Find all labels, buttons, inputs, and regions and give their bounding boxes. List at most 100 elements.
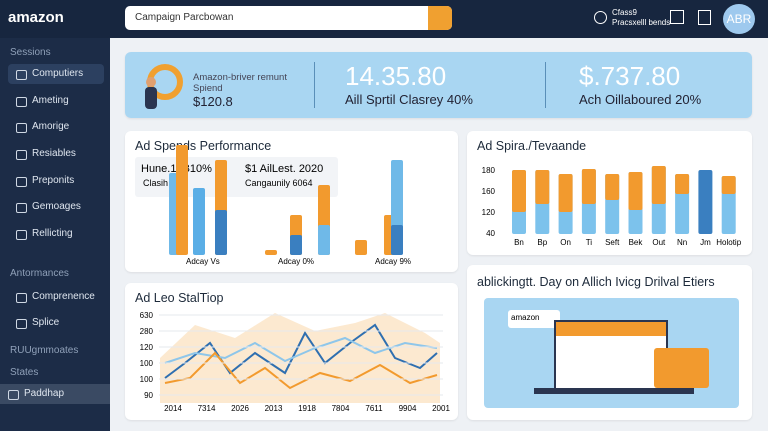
x-tick-label: Bn xyxy=(514,238,524,247)
nav-item[interactable]: Amorige xyxy=(8,117,104,137)
decor-bar xyxy=(265,250,277,255)
screen xyxy=(554,320,668,390)
nav-item[interactable]: Ameting xyxy=(8,91,104,111)
x-tick-label: Out xyxy=(652,238,666,247)
divider xyxy=(314,62,315,108)
desk xyxy=(534,388,694,394)
line-chart: 630 280 120 100 100 90 2014 7314 2026 2013 1918 780… xyxy=(140,311,451,413)
x-tick-label: 1918 xyxy=(298,404,316,413)
card: ablickingtt. Day on Allich Ivicg Drilval… xyxy=(467,265,752,420)
y-tick-label: 100 xyxy=(140,359,154,368)
card-title: Ad Spends Performance xyxy=(135,139,272,153)
nav-item[interactable]: Rellicting xyxy=(8,224,104,244)
card: Ad Spira./Tevaande 180 160 120 40 Bn Bp On Ti Se… xyxy=(467,131,752,255)
kpi: 14.35.80 xyxy=(345,61,447,91)
nav-item[interactable]: Paddhap xyxy=(0,384,110,404)
card-title: ablickingtt. Day on Allich Ivicg Drilval… xyxy=(477,275,715,289)
search-button[interactable] xyxy=(428,6,452,30)
banner-text: Amazon-briver remunt xyxy=(193,72,287,83)
y-tick-label: 40 xyxy=(486,229,495,238)
nav-item[interactable]: Gemoages xyxy=(8,197,104,217)
nav-item[interactable]: Preponits xyxy=(8,171,104,191)
y-tick-label: 100 xyxy=(140,375,154,384)
x-tick-label: Ti xyxy=(586,238,593,247)
doc-icon[interactable] xyxy=(698,10,711,25)
icon[interactable] xyxy=(594,11,607,24)
decor-bar xyxy=(698,170,713,234)
legend-text: Cangaunily 6064 xyxy=(245,178,313,188)
x-tick-label: Bp xyxy=(537,238,547,247)
badge: amazon xyxy=(508,310,560,328)
section-title: RUUgmmoates xyxy=(10,345,79,356)
decor-bar xyxy=(721,176,736,194)
legend: Hune.1./B10% Clasih Lire $1 AilLest. 202… xyxy=(135,157,338,197)
legend-text: Clasih Lire xyxy=(143,178,186,188)
decor-bar xyxy=(512,170,526,212)
search-text: Campaign Parcbowan xyxy=(135,12,234,23)
decor-bar xyxy=(318,225,330,255)
y-tick-label: 180 xyxy=(482,166,496,175)
x-tick-label: 9904 xyxy=(399,404,417,413)
logo[interactable]: amazon xyxy=(8,9,64,26)
avatar[interactable]: ABR xyxy=(723,4,755,34)
banner-amount: $120.8 xyxy=(193,94,233,109)
decor-bar xyxy=(628,172,643,210)
decor-bar xyxy=(215,210,227,255)
x-tick-label: 2014 xyxy=(164,404,182,413)
illustration xyxy=(145,64,183,109)
account-line: Cfass9 xyxy=(612,8,637,17)
bar-chart xyxy=(169,145,403,255)
card-title: Ad Leo StalTiop xyxy=(135,291,224,305)
card: Ad Spends Performance Hune.1./B10% Clasi… xyxy=(125,131,458,272)
account-line: Pracsxelll bends xyxy=(612,18,671,27)
x-tick-label: Nn xyxy=(677,238,687,247)
x-tick-label: 7804 xyxy=(332,404,350,413)
decor-bar xyxy=(290,235,302,255)
y-tick-label: 90 xyxy=(144,391,153,400)
x-tick-label: Jm xyxy=(700,238,711,247)
section-title: States xyxy=(10,367,39,378)
decor-bar xyxy=(355,240,367,255)
divider xyxy=(545,62,546,108)
decor-bar xyxy=(391,225,403,255)
illustration: amazon xyxy=(484,298,739,408)
shop xyxy=(654,348,709,388)
kpi-sub: Aill Sprtil Clasrey 40% xyxy=(345,92,473,107)
x-tick-label: 7314 xyxy=(198,404,216,413)
y-tick-label: 160 xyxy=(482,187,496,196)
x-tick-label: 2001 xyxy=(432,404,450,413)
x-tick-label: 2013 xyxy=(265,404,283,413)
decor-bar xyxy=(675,174,690,194)
decor-bar xyxy=(651,166,666,204)
decor-bar xyxy=(193,188,205,255)
banner-text: Spiend xyxy=(193,83,223,94)
legend-text: $1 AilLest. 2020 xyxy=(245,163,324,175)
section-title: Antormances xyxy=(10,268,69,279)
y-tick-label: 120 xyxy=(140,343,154,352)
kpi-sub: Ach Oillaboured 20% xyxy=(579,92,702,107)
x-tick-label: On xyxy=(560,238,571,247)
kpi: $.737.80 xyxy=(579,61,681,91)
label: Adcay Vs xyxy=(186,257,220,266)
x-tick-label: Holotip xyxy=(716,238,741,247)
nav-item[interactable]: Comprenence xyxy=(8,287,104,307)
search-box[interactable]: Campaign Parcbowan xyxy=(125,6,452,30)
section-title: Sessions xyxy=(10,47,51,58)
home-icon[interactable] xyxy=(670,10,684,24)
decor-bar xyxy=(605,174,620,200)
x-tick-label: 7611 xyxy=(365,404,383,413)
decor-bar xyxy=(581,169,596,204)
decor-bar xyxy=(176,145,188,255)
x-tick-label: 2026 xyxy=(231,404,249,413)
nav-item[interactable]: Splice xyxy=(8,313,104,333)
account[interactable]: Cfass9 Pracsxelll bends xyxy=(612,8,670,28)
label: Adcay 0% xyxy=(278,257,315,266)
nav-item[interactable]: Resiables xyxy=(8,144,104,164)
banner: Amazon-briver remunt Spiend $120.8 14.35… xyxy=(125,52,752,118)
y-tick-label: 280 xyxy=(140,327,154,336)
bar-chart: 180 160 120 40 Bn Bp On Ti Seft Bek Out Nn Jm Holotip xyxy=(482,166,742,247)
card-title: Ad Spira./Tevaande xyxy=(477,139,587,153)
nav-item[interactable]: Computiers xyxy=(8,64,104,84)
top-bar: amazon Campaign Parcbowan Cfass9 Pracsxel… xyxy=(0,0,768,38)
